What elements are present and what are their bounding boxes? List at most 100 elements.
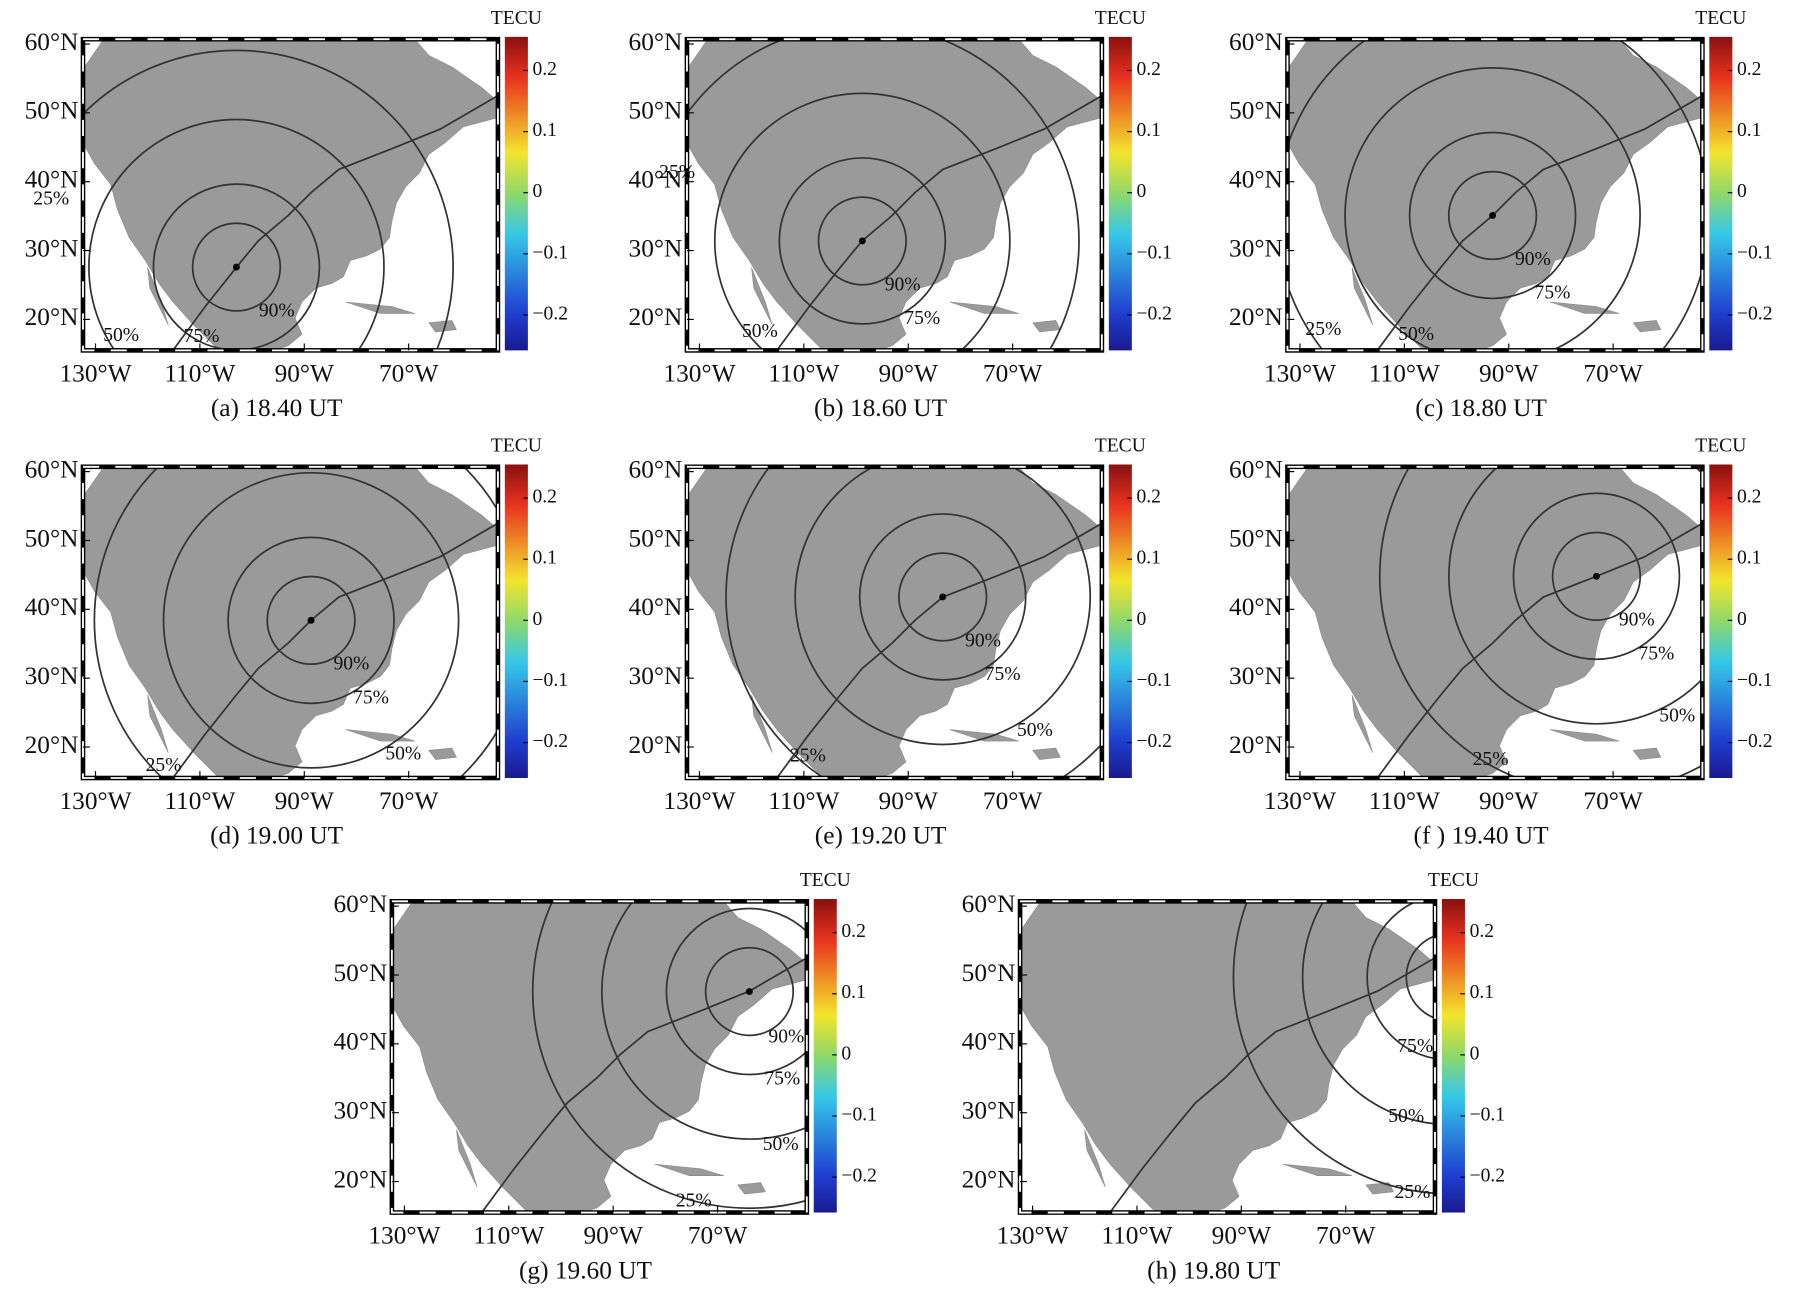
map-frame-dash <box>82 38 499 352</box>
map-panel: 90% 75% 50% 25% 60°N 50°N 40°N 30°N 20°N 130°W 110… <box>25 436 569 850</box>
land <box>686 466 1102 779</box>
lon-tick-label: 130°W <box>663 360 735 388</box>
colorbar-tick-label: −0.2 <box>1470 1166 1506 1187</box>
ring-label: 90% <box>885 274 921 295</box>
map-frame-dash <box>1286 38 1704 352</box>
lon-tick-label: 130°W <box>1264 787 1336 815</box>
lon-tick-label: 90°W <box>1479 787 1538 815</box>
obscuration-ring <box>1551 531 1642 621</box>
colorbar-tick-label: 0.1 <box>533 548 557 569</box>
lat-tick-label: 40°N <box>25 593 79 621</box>
map-content <box>82 466 498 779</box>
lon-tick-label: 90°W <box>1212 1222 1271 1250</box>
colorbar-tick-label: 0.1 <box>1737 120 1761 141</box>
colorbar-tick-label: −0.1 <box>533 670 569 691</box>
lat-tick-label: 50°N <box>25 524 79 552</box>
colorbar-label: TECU <box>1095 8 1146 29</box>
obscuration-ring <box>601 901 807 1140</box>
obscuration-ring <box>1344 67 1641 351</box>
lon-tick-label: 110°W <box>768 787 839 815</box>
lat-tick-label: 30°N <box>333 1097 387 1125</box>
lat-tick-label: 40°N <box>962 1028 1016 1056</box>
land <box>686 39 1102 351</box>
colorbar <box>813 899 837 1213</box>
obscuration-ring <box>686 39 1080 351</box>
obscuration-ring <box>266 575 356 666</box>
colorbar-label: TECU <box>491 436 542 457</box>
colorbar-tick-label: 0 <box>1737 181 1747 202</box>
ring-label: 90% <box>259 300 295 321</box>
map-frame-dash <box>82 465 499 779</box>
figure-root: 90% 75% 50% 25% 60°N 50°N 40°N 30°N 20°N 130°W 110… <box>25 8 1773 1284</box>
colorbar-tick-label: 0 <box>533 609 543 630</box>
ring-label: 50% <box>1017 720 1053 741</box>
colorbar-tick-label: 0.1 <box>1470 982 1494 1003</box>
lon-tick-label: 130°W <box>59 360 131 388</box>
ring-label: 25% <box>146 755 182 776</box>
map-content <box>1020 901 1435 1213</box>
lon-tick-label: 70°W <box>983 360 1042 388</box>
ring-label: 75% <box>353 688 389 709</box>
lat-tick-label: 30°N <box>629 662 683 690</box>
obscuration-ring <box>1232 901 1435 1195</box>
ring-label: 75% <box>184 326 220 347</box>
eclipse-track <box>481 957 807 1213</box>
eclipse-center <box>939 593 947 601</box>
land <box>1287 39 1703 351</box>
lon-tick-label: 90°W <box>879 360 938 388</box>
land <box>1020 901 1435 1213</box>
ring-label: 90% <box>1619 610 1655 631</box>
ring-label: 75% <box>1535 283 1571 304</box>
colorbar-tick-label: 0 <box>1136 609 1146 630</box>
ring-label: 50% <box>103 325 139 346</box>
lat-tick-label: 40°N <box>25 166 79 194</box>
lat-tick-label: 20°N <box>25 303 79 331</box>
lon-tick-label: 90°W <box>1479 360 1538 388</box>
colorbar-label: TECU <box>1695 8 1746 29</box>
map-content <box>1287 39 1703 351</box>
lat-tick-label: 40°N <box>1229 166 1283 194</box>
colorbar-tick-label: −0.2 <box>1737 731 1773 752</box>
colorbar-tick-label: 0.1 <box>841 982 865 1003</box>
colorbar <box>1709 464 1733 779</box>
lat-tick-label: 60°N <box>962 890 1016 918</box>
lat-tick-label: 60°N <box>629 455 683 483</box>
lat-tick-label: 50°N <box>1229 524 1283 552</box>
obscuration-ring <box>898 552 988 642</box>
ring-label: 25% <box>1395 1182 1431 1203</box>
lon-tick-label: 110°W <box>1369 787 1440 815</box>
land <box>1287 466 1703 779</box>
map-panel: 90% 75% 50% 25% 60°N 50°N 40°N 30°N 20°N 130°W 110… <box>1229 8 1773 422</box>
colorbar-tick-label: −0.1 <box>1737 242 1773 263</box>
map-content <box>1287 466 1703 779</box>
panel-title: (g) 19.60 UT <box>519 1256 653 1284</box>
lat-tick-label: 60°N <box>1229 455 1283 483</box>
lon-tick-label: 70°W <box>1316 1222 1375 1250</box>
colorbar <box>504 464 528 779</box>
map-frame-dash <box>390 900 808 1214</box>
lon-tick-label: 130°W <box>59 787 131 815</box>
map-panel: 75% 50% 25% 60°N 50°N 40°N 30°N 20°N 130°W 110°W 9… <box>962 870 1506 1284</box>
ring-label: 25% <box>1305 319 1341 340</box>
lat-tick-label: 50°N <box>629 524 683 552</box>
colorbar-tick-label: 0.2 <box>1737 487 1761 508</box>
ring-label: 50% <box>742 321 778 342</box>
map-panel: 90% 75% 50% 25% 60°N 50°N 40°N 30°N 20°N 130°W 110… <box>25 8 568 422</box>
colorbar-label: TECU <box>1695 436 1746 457</box>
map-content <box>391 901 807 1213</box>
colorbar-tick-label: 0.1 <box>1737 548 1761 569</box>
colorbar <box>1108 36 1132 351</box>
ring-label: 50% <box>1659 705 1695 726</box>
colorbar-tick-label: 0.2 <box>1470 921 1494 942</box>
lat-tick-label: 30°N <box>25 234 79 262</box>
lon-tick-label: 110°W <box>164 787 235 815</box>
ring-label: 75% <box>764 1069 800 1090</box>
obscuration-ring <box>1378 466 1703 779</box>
eclipse-track <box>172 94 498 351</box>
obscuration-ring <box>794 466 1092 746</box>
map-frame-dash <box>686 38 1103 352</box>
map-panel: 90% 75% 50% 25% 60°N 50°N 40°N 30°N 20°N 130°W 110… <box>629 436 1172 850</box>
lon-tick-label: 130°W <box>997 1222 1069 1250</box>
colorbar <box>1108 464 1132 779</box>
